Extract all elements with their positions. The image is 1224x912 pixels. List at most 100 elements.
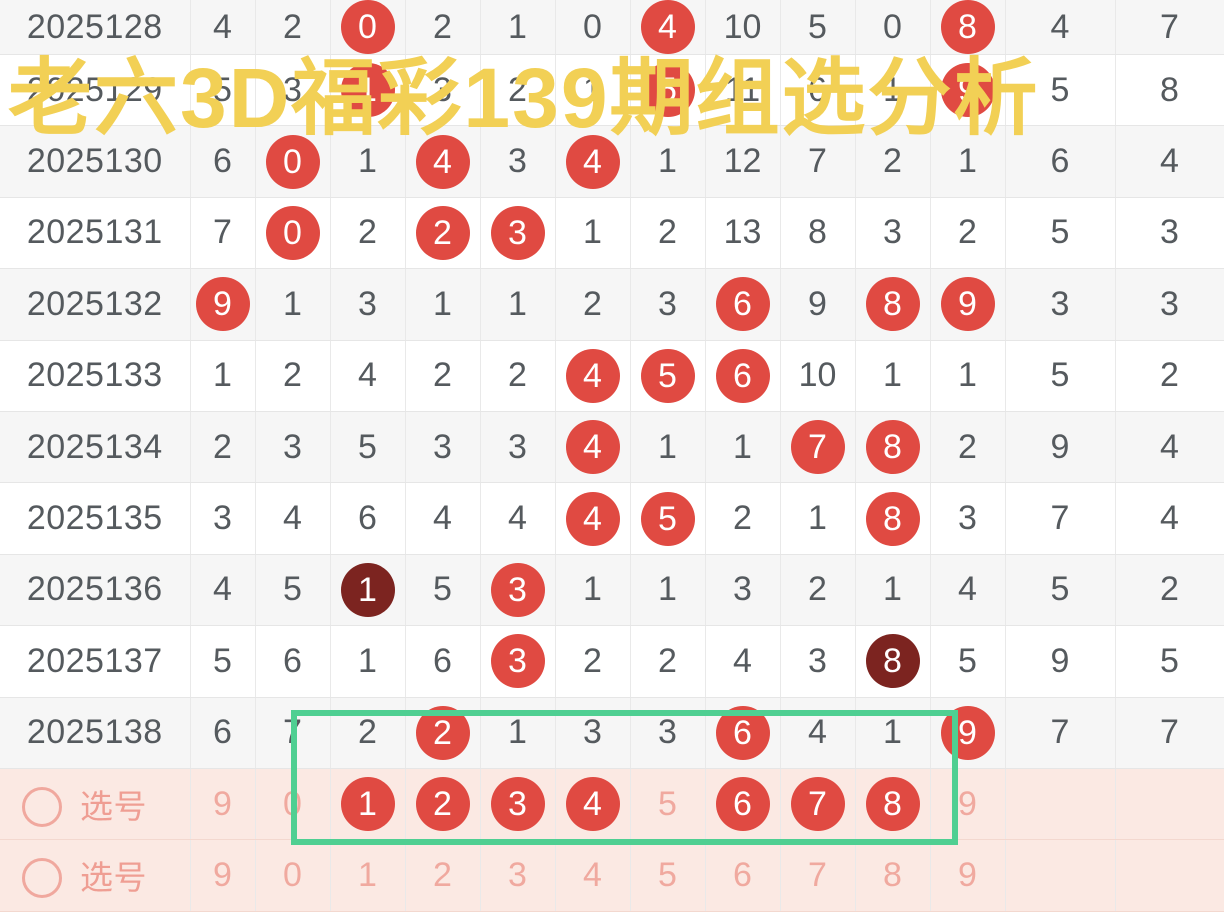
table-cell[interactable]: 1 [930,125,1006,198]
table-cell[interactable]: 6 [705,697,781,769]
table-cell[interactable]: 2 [480,340,556,412]
pick-cell[interactable] [1005,768,1116,841]
table-cell[interactable]: 1 [630,554,706,627]
marked-number-ball[interactable]: 5 [640,63,695,118]
table-cell[interactable]: 2 [1115,340,1224,412]
table-cell[interactable]: 2 [405,197,481,270]
table-cell[interactable]: 4 [405,125,481,198]
pick-cell[interactable]: 8 [855,839,931,912]
marked-number-ball[interactable]: 4 [640,0,695,54]
table-cell[interactable]: 4 [630,0,706,55]
table-cell[interactable]: 3 [630,268,706,341]
table-cell[interactable]: 1 [190,340,256,412]
table-cell[interactable]: 4 [555,340,631,412]
table-cell[interactable]: 1 [555,54,631,127]
table-cell[interactable]: 1 [330,625,406,698]
table-cell[interactable]: 5 [630,340,706,412]
table-cell[interactable]: 8 [855,411,931,484]
marked-number-ball[interactable]: 3 [490,634,545,689]
table-cell[interactable]: 5 [930,625,1006,698]
table-cell[interactable]: 8 [855,625,931,698]
pick-cell[interactable]: 6 [705,839,781,912]
table-row[interactable]: 2025130 6 0 1 4 3 4 1 12 7 2 1 6 4 [0,125,1224,198]
marked-number-ball-dark[interactable]: 8 [865,634,920,689]
table-cell[interactable]: 2 [855,125,931,198]
pick-cell[interactable]: 2 [405,768,481,841]
marked-number-ball[interactable]: 6 [715,777,770,832]
table-cell[interactable]: 2 [705,482,781,555]
table-cell[interactable]: 1 [855,554,931,627]
table-cell[interactable]: 1 [480,697,556,769]
table-cell[interactable]: 3 [255,411,331,484]
table-cell[interactable]: 4 [555,411,631,484]
pick-cell[interactable]: 8 [855,768,931,841]
table-cell[interactable]: 4 [190,0,256,55]
pick-cell[interactable]: 6 [705,768,781,841]
pick-cell[interactable]: 1 [330,839,406,912]
table-cell[interactable]: 0 [255,197,331,270]
table-cell[interactable]: 7 [255,697,331,769]
marked-number-ball[interactable]: 4 [565,134,620,189]
marked-number-ball[interactable]: 0 [340,0,395,54]
table-cell[interactable]: 1 [855,54,931,127]
marked-number-ball[interactable]: 9 [940,705,995,760]
pick-cell[interactable]: 3 [480,768,556,841]
table-cell[interactable]: 3 [480,625,556,698]
table-cell[interactable]: 7 [1115,697,1224,769]
table-cell[interactable]: 3 [480,125,556,198]
table-row[interactable]: 2025129 5 3 1 3 2 1 5 11 6 1 9 5 8 [0,54,1224,127]
table-cell[interactable]: 6 [705,340,781,412]
marked-number-ball[interactable]: 4 [565,491,620,546]
pick-cell[interactable] [1115,768,1224,841]
table-cell[interactable]: 9 [1005,625,1116,698]
table-cell[interactable]: 3 [630,697,706,769]
table-cell[interactable]: 1 [480,0,556,55]
table-cell[interactable]: 2 [405,0,481,55]
table-cell[interactable]: 5 [1005,54,1116,127]
table-cell[interactable]: 1 [855,340,931,412]
table-cell[interactable]: 2 [255,0,331,55]
table-cell[interactable]: 7 [1005,482,1116,555]
pick-row[interactable]: 选号 9 0 1 2 3 4 5 6 7 8 9 [0,839,1224,912]
marked-number-ball[interactable]: 8 [865,777,920,832]
marked-number-ball[interactable]: 2 [415,777,470,832]
table-cell[interactable]: 8 [930,0,1006,55]
table-cell[interactable]: 3 [255,54,331,127]
marked-number-ball[interactable]: 9 [195,277,250,332]
table-cell[interactable]: 1 [780,482,856,555]
table-cell[interactable]: 1 [405,268,481,341]
table-cell[interactable]: 3 [480,197,556,270]
table-row[interactable]: 2025131 7 0 2 2 3 1 2 13 8 3 2 5 3 [0,197,1224,270]
table-cell[interactable]: 2 [480,54,556,127]
marked-number-ball[interactable]: 4 [565,348,620,403]
table-cell[interactable]: 5 [1005,340,1116,412]
table-cell[interactable]: 6 [405,625,481,698]
table-cell[interactable]: 1 [630,125,706,198]
marked-number-ball[interactable]: 5 [640,491,695,546]
marked-number-ball[interactable]: 8 [865,420,920,475]
table-cell[interactable]: 2 [930,197,1006,270]
table-cell[interactable]: 5 [1115,625,1224,698]
marked-number-ball[interactable]: 9 [940,277,995,332]
table-cell[interactable]: 4 [1115,482,1224,555]
table-cell[interactable]: 4 [555,125,631,198]
table-cell[interactable]: 5 [630,54,706,127]
table-cell[interactable]: 4 [255,482,331,555]
table-cell[interactable]: 9 [780,268,856,341]
table-cell[interactable]: 6 [705,268,781,341]
table-cell[interactable]: 1 [930,340,1006,412]
pick-cell[interactable]: 0 [255,768,331,841]
table-cell[interactable]: 6 [330,482,406,555]
table-cell[interactable]: 2 [555,625,631,698]
table-row[interactable]: 2025135 3 4 6 4 4 4 5 2 1 8 3 7 4 [0,482,1224,555]
table-cell[interactable]: 4 [705,625,781,698]
table-cell[interactable]: 8 [855,268,931,341]
table-row[interactable]: 2025132 9 1 3 1 1 2 3 6 9 8 9 3 3 [0,268,1224,341]
marked-number-ball[interactable]: 3 [490,205,545,260]
table-cell[interactable]: 1 [555,197,631,270]
table-cell[interactable]: 1 [330,125,406,198]
table-cell[interactable]: 12 [705,125,781,198]
pick-cell[interactable]: 9 [190,768,256,841]
table-cell[interactable]: 3 [705,554,781,627]
table-cell[interactable]: 2 [255,340,331,412]
